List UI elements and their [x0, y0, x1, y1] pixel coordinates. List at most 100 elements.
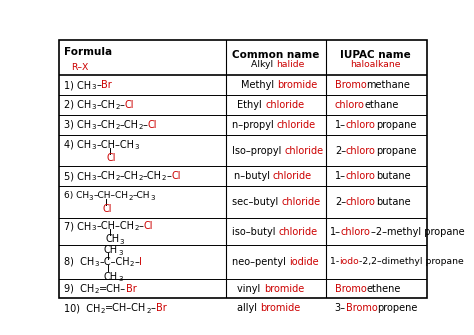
Text: –CH–CH: –CH–CH [96, 140, 134, 150]
Text: 4) CH: 4) CH [64, 140, 91, 150]
Text: chloro: chloro [346, 146, 376, 155]
Text: bromide: bromide [277, 80, 318, 90]
Text: –: – [134, 257, 139, 267]
Text: 3: 3 [91, 144, 96, 150]
Text: 2: 2 [115, 104, 119, 110]
Text: CH: CH [104, 272, 118, 282]
Text: –CH: –CH [96, 172, 115, 181]
Text: 3: 3 [89, 195, 93, 201]
Text: 6) CH: 6) CH [64, 191, 89, 200]
Text: 3: 3 [150, 195, 155, 201]
Text: Cl: Cl [144, 221, 153, 231]
Text: chloride: chloride [273, 172, 312, 181]
Text: 2–: 2– [335, 197, 346, 207]
Text: chloro: chloro [346, 197, 376, 207]
Text: n–butyl: n–butyl [234, 172, 273, 181]
Text: butane: butane [375, 172, 410, 181]
Text: –2–methyl propane: –2–methyl propane [371, 226, 465, 237]
Text: 2: 2 [115, 176, 119, 182]
Text: chloride: chloride [277, 120, 316, 130]
Text: neo–pentyl: neo–pentyl [232, 257, 289, 267]
Text: Ethyl: Ethyl [237, 100, 265, 110]
Text: 2: 2 [95, 288, 99, 294]
Text: –: – [143, 120, 147, 130]
Text: 2: 2 [138, 124, 143, 130]
Text: –: – [166, 172, 171, 181]
Text: ethene: ethene [366, 284, 401, 293]
Text: chloro: chloro [346, 120, 375, 130]
Text: 1–: 1– [330, 226, 341, 237]
Text: 3: 3 [118, 250, 122, 256]
Text: Cl: Cl [147, 120, 157, 130]
Text: 2: 2 [138, 176, 143, 182]
Text: Bromo: Bromo [335, 284, 366, 293]
Text: =CH–CH: =CH–CH [105, 304, 146, 314]
Text: chloride: chloride [281, 197, 320, 207]
Text: -2,2–dimethyl propane: -2,2–dimethyl propane [359, 257, 464, 266]
Text: butane: butane [376, 197, 410, 207]
Text: Methyl: Methyl [241, 80, 277, 90]
Text: –: – [96, 80, 101, 90]
Text: –CH–CH: –CH–CH [93, 191, 128, 200]
Text: chloride: chloride [265, 100, 304, 110]
Text: 10)  CH: 10) CH [64, 304, 101, 314]
Text: Bromo: Bromo [346, 304, 377, 314]
Text: 2: 2 [115, 124, 119, 130]
Text: methane: methane [366, 80, 410, 90]
Text: chloride: chloride [284, 146, 324, 155]
Text: halide: halide [276, 60, 304, 69]
Text: haloalkane: haloalkane [350, 60, 401, 69]
Text: 3–: 3– [335, 304, 346, 314]
Text: Iso–propyl: Iso–propyl [232, 146, 284, 155]
Text: –CH: –CH [96, 100, 115, 110]
Text: propane: propane [375, 120, 416, 130]
Text: chloride: chloride [279, 226, 318, 237]
Text: 3: 3 [91, 225, 96, 231]
Text: –: – [119, 100, 124, 110]
Text: IUPAC name: IUPAC name [340, 50, 411, 60]
Text: iodide: iodide [289, 257, 319, 267]
Text: propane: propane [376, 146, 416, 155]
Text: chloro: chloro [335, 100, 365, 110]
Text: –CH: –CH [143, 172, 162, 181]
Text: 1) CH: 1) CH [64, 80, 91, 90]
Text: ethane: ethane [365, 100, 399, 110]
Text: propene: propene [377, 304, 418, 314]
Text: 2: 2 [130, 261, 134, 267]
Text: 7) CH: 7) CH [64, 221, 91, 231]
Text: 3: 3 [134, 144, 138, 150]
Text: Br: Br [155, 304, 166, 314]
Text: Formula: Formula [64, 47, 112, 57]
Text: 2: 2 [134, 225, 138, 231]
Text: –: – [151, 304, 155, 314]
Text: Common name: Common name [232, 50, 319, 60]
Text: vinyl: vinyl [237, 284, 264, 293]
Text: R–X: R–X [71, 63, 88, 72]
Text: –CH: –CH [96, 120, 115, 130]
Text: –: – [138, 221, 144, 231]
Text: –C–CH: –C–CH [99, 257, 130, 267]
Text: CH: CH [104, 246, 118, 256]
Text: 2) CH: 2) CH [64, 100, 91, 110]
Text: 2: 2 [128, 195, 133, 201]
Text: 3: 3 [91, 104, 96, 110]
Text: –CH: –CH [119, 172, 138, 181]
Text: 2: 2 [146, 308, 151, 314]
Text: 2: 2 [101, 308, 105, 314]
Text: Br: Br [126, 284, 137, 293]
Text: 3: 3 [91, 124, 96, 130]
Text: n–propyl: n–propyl [232, 120, 277, 130]
Text: sec–butyl: sec–butyl [232, 197, 281, 207]
Text: 1–: 1– [335, 172, 346, 181]
Text: =CH–: =CH– [99, 284, 126, 293]
Text: 2–: 2– [335, 146, 346, 155]
Text: 3: 3 [118, 276, 122, 282]
Text: chloro: chloro [341, 226, 371, 237]
Text: iso–butyl: iso–butyl [232, 226, 279, 237]
Text: 3: 3 [95, 261, 99, 267]
Text: bromide: bromide [264, 284, 304, 293]
Text: –CH–CH: –CH–CH [96, 221, 134, 231]
Text: 3: 3 [119, 239, 124, 245]
Text: 1–: 1– [335, 120, 346, 130]
Text: 3) CH: 3) CH [64, 120, 91, 130]
